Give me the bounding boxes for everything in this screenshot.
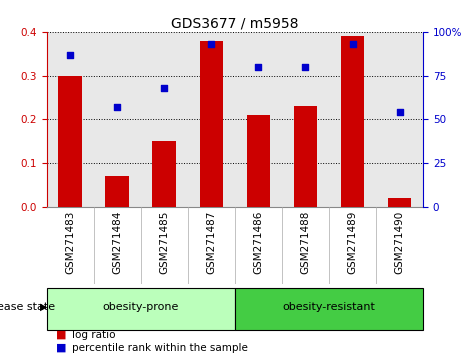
Bar	[153, 141, 176, 207]
Text: ■: ■	[56, 330, 66, 339]
Bar	[294, 106, 317, 207]
Point	[207, 41, 215, 47]
Text: GSM271490: GSM271490	[395, 211, 405, 274]
Bar	[199, 41, 223, 207]
Title: GDS3677 / m5958: GDS3677 / m5958	[171, 17, 299, 31]
Text: disease state: disease state	[0, 302, 55, 312]
Point	[302, 64, 309, 70]
Text: ■: ■	[56, 343, 66, 353]
Bar	[341, 36, 364, 207]
Text: percentile rank within the sample: percentile rank within the sample	[72, 343, 248, 353]
Point	[113, 104, 121, 110]
Text: GSM271488: GSM271488	[300, 211, 311, 274]
Bar	[235, 289, 423, 330]
Text: GSM271486: GSM271486	[253, 211, 263, 274]
Bar	[388, 198, 412, 207]
Point	[396, 109, 403, 115]
Text: GSM271487: GSM271487	[206, 211, 216, 274]
Text: obesity-resistant: obesity-resistant	[283, 302, 375, 312]
Text: GSM271483: GSM271483	[65, 211, 75, 274]
Bar	[246, 115, 270, 207]
Point	[160, 85, 168, 91]
Point	[349, 41, 356, 47]
Text: ▶: ▶	[40, 302, 47, 312]
Bar	[58, 76, 82, 207]
Text: log ratio: log ratio	[72, 330, 116, 339]
Text: obesity-prone: obesity-prone	[102, 302, 179, 312]
Bar	[46, 289, 235, 330]
Point	[66, 52, 74, 57]
Bar	[106, 176, 129, 207]
Text: GSM271489: GSM271489	[347, 211, 358, 274]
Point	[255, 64, 262, 70]
Text: GSM271484: GSM271484	[112, 211, 122, 274]
Text: GSM271485: GSM271485	[159, 211, 169, 274]
